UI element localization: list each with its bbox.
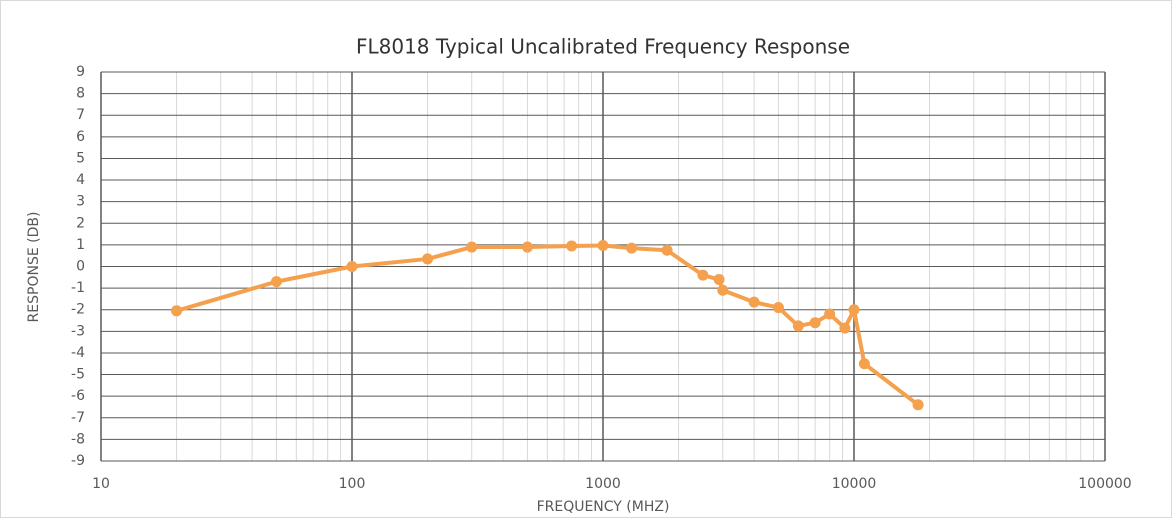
x-tick-label: 10 — [92, 476, 110, 492]
x-axis-label: FREQUENCY (MHZ) — [537, 499, 670, 515]
y-tick-label: 9 — [76, 64, 85, 80]
x-tick-label: 100000 — [1078, 476, 1131, 492]
y-tick-label: -6 — [71, 388, 85, 404]
data-point — [912, 399, 924, 411]
y-tick-label: 1 — [76, 237, 85, 253]
y-tick-label: 7 — [76, 107, 85, 123]
y-tick-label: 4 — [76, 172, 85, 188]
y-tick-label: -7 — [71, 410, 85, 426]
data-point — [792, 320, 804, 332]
y-tick-label: -8 — [71, 431, 85, 447]
chart-title: FL8018 Typical Uncalibrated Frequency Re… — [356, 35, 850, 59]
y-tick-label: -9 — [71, 453, 85, 469]
data-point — [466, 241, 478, 253]
data-line — [175, 243, 920, 407]
data-point — [566, 240, 578, 252]
data-point — [839, 322, 851, 334]
y-tick-label: -2 — [71, 302, 85, 318]
data-point — [661, 244, 673, 256]
data-point — [824, 308, 836, 320]
data-point — [270, 276, 282, 288]
y-tick-label: 6 — [76, 129, 85, 145]
y-tick-label: 3 — [76, 194, 85, 210]
data-point — [772, 302, 784, 314]
y-tick-label: -5 — [71, 367, 85, 383]
data-point — [422, 253, 434, 265]
data-point — [346, 261, 358, 272]
data-point — [697, 269, 709, 281]
data-point — [717, 284, 729, 296]
data-point — [748, 296, 760, 308]
data-point — [597, 240, 609, 252]
data-point — [171, 305, 183, 317]
data-point — [858, 358, 870, 370]
y-tick-label: -3 — [71, 323, 85, 339]
x-tick-label: 1000 — [585, 476, 621, 492]
y-tick-label: 5 — [76, 150, 85, 166]
data-point — [713, 273, 725, 285]
x-tick-label: 10000 — [832, 476, 877, 492]
data-point — [626, 242, 638, 254]
y-tick-label: 8 — [76, 86, 85, 102]
y-tick-label: 0 — [76, 259, 85, 275]
data-point — [848, 304, 860, 316]
x-tick-label: 100 — [339, 476, 366, 492]
data-point — [521, 241, 533, 253]
y-axis-label: RESPONSE (DB) — [26, 212, 42, 323]
y-tick-label: -1 — [71, 280, 85, 296]
data-point — [809, 317, 821, 329]
y-tick-label: -4 — [71, 345, 85, 361]
y-tick-label: 2 — [76, 215, 85, 231]
